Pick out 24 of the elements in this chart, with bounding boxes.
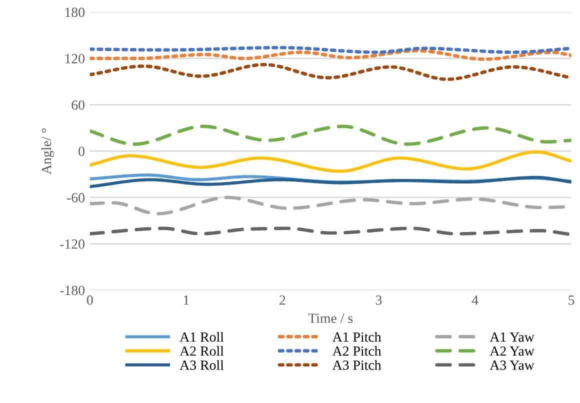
y-tick-label: -180 (60, 286, 85, 296)
y-tick-label: -120 (60, 239, 85, 249)
legend-label: A3 Yaw (490, 360, 534, 370)
x-tick-label: 5 (568, 296, 574, 305)
x-tick-label: 3 (376, 295, 382, 305)
legend-label: A1 Yaw (490, 332, 534, 342)
x-axis-title: Time / s (308, 314, 353, 323)
x-tick-label: 1 (184, 295, 189, 305)
x-tick-label: 2 (280, 295, 286, 305)
x-tick-label: 0 (86, 295, 93, 305)
y-tick-label: 60 (72, 100, 85, 110)
legend-label: A2 Yaw (490, 346, 534, 356)
y-tick-label: 0 (78, 146, 85, 156)
y-tick-label: 180 (65, 8, 85, 18)
legend-label: A1 Roll (180, 332, 224, 342)
legend-label: A3 Roll (180, 360, 224, 370)
legend-label: A2 Pitch (332, 346, 382, 356)
x-tick-label: 4 (472, 296, 478, 305)
legend-label: A3 Pitch (332, 360, 382, 370)
y-tick-label: 120 (65, 54, 85, 64)
legend-label: A1 Pitch (332, 332, 382, 342)
legend-label: A2 Roll (180, 346, 224, 356)
y-tick-label: -60 (67, 193, 85, 202)
y-axis-title: Angle/ ° (41, 128, 54, 174)
